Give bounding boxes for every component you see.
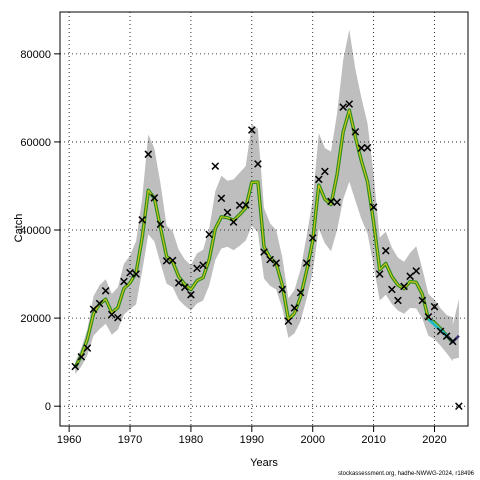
observed-point — [187, 290, 195, 299]
y-axis-label: Catch — [13, 214, 25, 243]
observed-point — [418, 296, 427, 305]
observed-point — [174, 279, 183, 287]
x-tick-label: 2020 — [422, 434, 446, 446]
observed-point — [95, 299, 104, 308]
observed-point — [400, 282, 408, 291]
observed-point — [345, 100, 354, 108]
observed-point — [442, 332, 451, 340]
observed-point — [369, 203, 378, 211]
observed-point — [114, 313, 122, 322]
observed-point — [381, 246, 390, 255]
observed-points — [71, 100, 463, 411]
observed-point — [278, 285, 287, 294]
observed-point — [455, 402, 463, 411]
estimate-line — [73, 108, 455, 369]
observed-point — [211, 162, 220, 170]
observed-point — [107, 310, 116, 319]
estimate-confidence-band — [75, 29, 453, 374]
observed-point — [351, 127, 360, 136]
observed-point — [327, 197, 335, 206]
x-tick-label: 2010 — [361, 434, 385, 446]
observed-point — [247, 126, 256, 134]
observed-point — [241, 201, 250, 209]
observed-point — [162, 257, 171, 265]
observed-point — [363, 143, 372, 152]
observed-point — [181, 283, 189, 292]
credit-text: stockassessment.org, hadhe-NWWG-2024, r1… — [337, 471, 474, 477]
observed-point — [424, 312, 433, 321]
observed-point — [235, 201, 244, 210]
observed-point — [254, 160, 262, 168]
observed-point — [150, 194, 159, 202]
x-axis-label: Years — [250, 457, 278, 469]
observed-point — [272, 259, 281, 267]
observed-point — [406, 272, 414, 281]
observed-point — [388, 285, 396, 294]
observed-point — [357, 144, 366, 152]
observed-point — [89, 305, 98, 314]
observed-point — [448, 337, 457, 346]
observed-point — [193, 264, 201, 273]
observed-point — [138, 216, 147, 224]
observed-point — [314, 175, 323, 184]
observed-point — [333, 198, 341, 207]
y-tick-label: 40000 — [20, 225, 51, 237]
observed-point — [321, 167, 329, 176]
observed-point — [144, 150, 153, 159]
observed-point — [199, 261, 207, 270]
observed-point — [375, 270, 384, 278]
x-tick-label: 1970 — [118, 434, 142, 446]
observed-point — [412, 267, 421, 275]
observed-point — [77, 353, 86, 361]
observed-point — [217, 194, 226, 203]
plot-frame — [59, 11, 469, 427]
observed-point — [296, 288, 305, 297]
observed-point — [394, 296, 402, 305]
y-tick-label: 20000 — [20, 313, 51, 325]
observed-point — [101, 286, 110, 295]
observed-point — [260, 248, 268, 256]
observed-point — [156, 220, 165, 229]
y-tick-label: 0 — [45, 401, 51, 413]
observed-point — [168, 256, 177, 265]
observed-point — [284, 317, 293, 326]
x-tick-label: 1960 — [57, 434, 81, 446]
observed-point — [126, 268, 134, 277]
observed-point — [339, 103, 347, 111]
grid-lines — [60, 12, 468, 426]
axes: 1960 1970 1980 1990 2000 2010 2020 0 20000 40000 6… — [20, 49, 446, 446]
x-tick-label: 2000 — [300, 434, 324, 446]
observed-point — [120, 277, 128, 286]
x-tick-label: 1990 — [240, 434, 264, 446]
observed-point — [266, 255, 274, 264]
observed-point — [308, 234, 317, 242]
confidence-bands — [75, 29, 459, 374]
x-tick-label: 1980 — [179, 434, 203, 446]
observed-point — [83, 344, 92, 352]
observed-point — [205, 230, 214, 239]
observed-point — [71, 362, 80, 371]
observed-point — [223, 208, 232, 217]
observed-point — [430, 302, 439, 311]
y-tick-label: 60000 — [20, 137, 51, 149]
observed-point — [302, 259, 311, 267]
estimate-line-highlight — [74, 109, 454, 368]
observed-point — [436, 327, 445, 336]
observed-point — [229, 218, 238, 226]
observed-point — [290, 304, 299, 312]
observed-point — [132, 270, 140, 278]
y-tick-label: 80000 — [20, 49, 51, 61]
